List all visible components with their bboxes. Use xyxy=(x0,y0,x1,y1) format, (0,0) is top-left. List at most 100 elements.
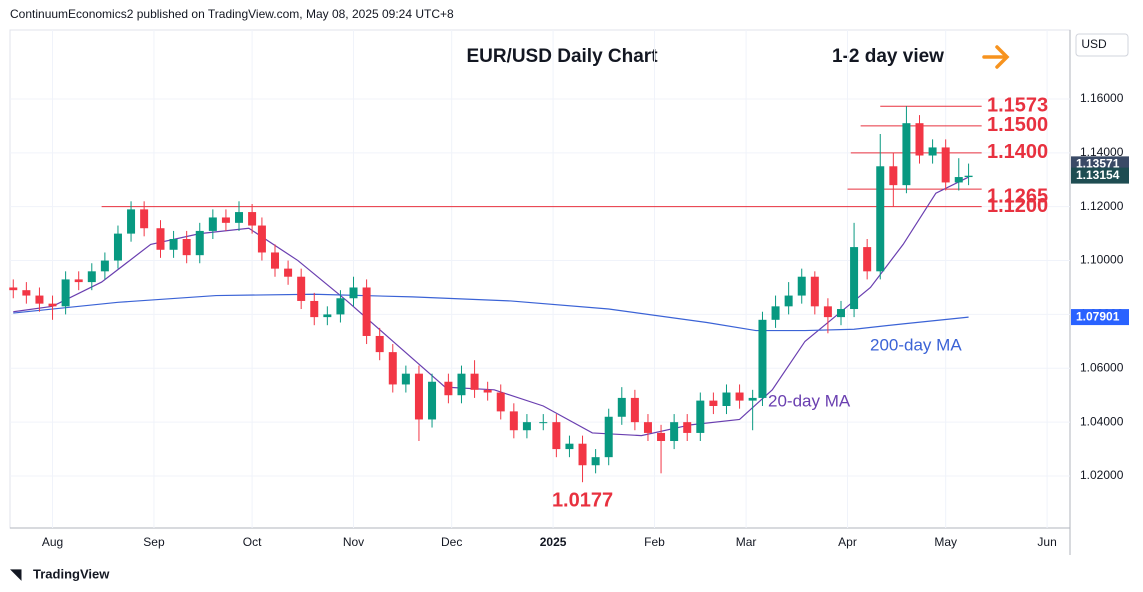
candle-body xyxy=(271,252,279,269)
y-tick-label: 1.04000 xyxy=(1080,414,1124,428)
candle-body xyxy=(457,373,466,396)
candle-body xyxy=(349,287,358,299)
price-tag-label: 1.13154 xyxy=(1076,168,1120,182)
y-tick-label: 1.10000 xyxy=(1080,253,1124,267)
candle-body xyxy=(696,400,705,433)
candle-body xyxy=(915,123,924,156)
x-tick-label: Mar xyxy=(736,535,757,549)
y-tick-label: 1.02000 xyxy=(1080,468,1124,482)
y-tick-label: 1.14000 xyxy=(1080,145,1124,159)
plot-frame xyxy=(9,29,1071,529)
candle-body xyxy=(195,230,204,256)
candle-body xyxy=(375,335,384,353)
candle-body xyxy=(428,381,437,420)
candle-body xyxy=(964,175,973,178)
x-tick-label: Feb xyxy=(644,535,665,549)
candle-body xyxy=(470,373,479,390)
candle-body xyxy=(604,416,613,458)
candle-body xyxy=(784,295,793,307)
logo: ◥ xyxy=(10,566,22,583)
candle-body xyxy=(284,268,293,277)
candle-body xyxy=(617,397,626,417)
x-tick-label: 2025 xyxy=(540,535,567,549)
candle-body xyxy=(257,225,266,253)
candle-body xyxy=(630,397,639,423)
x-tick-label: May xyxy=(934,535,957,549)
candle-body xyxy=(113,233,122,261)
candle-body xyxy=(771,306,780,320)
candle-body xyxy=(310,300,319,318)
level-label: 1.1265 xyxy=(987,185,1048,207)
x-tick-label: Apr xyxy=(838,535,857,549)
subtitle: 1-2 day view xyxy=(832,46,944,67)
candle-body xyxy=(565,443,574,450)
y-tick-label: 1.06000 xyxy=(1080,360,1124,374)
candle-body xyxy=(810,276,819,307)
candle-body xyxy=(496,392,505,412)
candle-body xyxy=(182,239,191,256)
price-tag xyxy=(1071,167,1129,184)
candle-body xyxy=(74,279,83,283)
candle-body xyxy=(323,314,332,318)
level-label: 1.1573 xyxy=(987,95,1048,117)
candle-body xyxy=(954,177,963,183)
candle-body xyxy=(941,147,950,183)
candle-body xyxy=(876,166,885,272)
candle-body xyxy=(235,212,244,223)
candle-body xyxy=(735,392,744,401)
candle-body xyxy=(928,147,937,156)
candle-body xyxy=(836,309,845,318)
candle-body xyxy=(248,212,257,226)
price-tag-label: 1.13571 xyxy=(1076,157,1120,171)
candle-body xyxy=(643,422,652,433)
footer: TradingView xyxy=(33,566,110,581)
chart-title: EUR/USD Daily Chart xyxy=(466,46,658,67)
candle-body xyxy=(87,271,96,283)
ma-line xyxy=(13,176,969,437)
candle-body xyxy=(863,247,872,272)
candle-body xyxy=(902,123,911,186)
ma-label: 200-day MA xyxy=(870,335,962,354)
candle-body xyxy=(336,298,345,315)
candle-body xyxy=(221,217,230,223)
x-tick-label: Jun xyxy=(1037,535,1056,549)
low-label: 1.0177 xyxy=(552,489,613,511)
x-tick-label: Dec xyxy=(441,535,462,549)
candle-body xyxy=(22,290,31,296)
y-tick-label: 1.16000 xyxy=(1080,91,1124,105)
candle-body xyxy=(709,400,718,406)
candle-body xyxy=(388,352,397,385)
candle-body xyxy=(208,217,217,231)
x-tick-label: Nov xyxy=(343,535,364,549)
candle-body xyxy=(297,276,306,301)
candle-body xyxy=(591,457,600,466)
candle-body xyxy=(156,228,165,250)
candle-body xyxy=(140,209,149,229)
candle-body xyxy=(823,306,832,318)
candle-body xyxy=(100,260,109,272)
ma-label: 20-day MA xyxy=(768,391,851,410)
candle-body xyxy=(483,389,492,393)
candle-body xyxy=(683,422,692,433)
candle-body xyxy=(657,432,666,442)
candle-body xyxy=(9,287,18,291)
level-label: 1.1200 xyxy=(987,195,1048,217)
candle-body xyxy=(509,411,518,431)
candle-body xyxy=(552,422,561,450)
candle-body xyxy=(401,373,410,385)
candle-body xyxy=(362,287,371,336)
price-tag-label: 1.07901 xyxy=(1076,309,1120,323)
candle-body xyxy=(444,381,453,396)
currency: USD xyxy=(1081,37,1107,51)
candle-body xyxy=(61,279,70,307)
candle-body xyxy=(797,276,806,296)
level-label: 1.1500 xyxy=(987,114,1048,136)
currency-box xyxy=(1075,33,1129,57)
x-tick-label: Oct xyxy=(243,535,262,549)
candle-body xyxy=(539,422,548,424)
candle-body xyxy=(889,166,898,186)
arrow xyxy=(982,45,1010,69)
candle-body xyxy=(169,239,178,250)
candle-body xyxy=(35,295,44,304)
